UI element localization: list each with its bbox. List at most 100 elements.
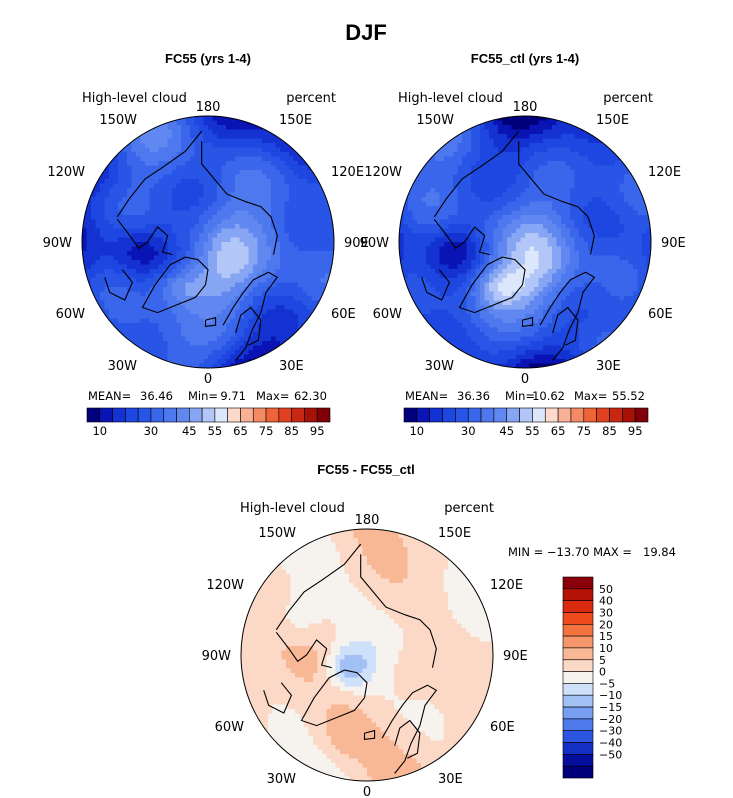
- contour-cell-fc55-ctl: [637, 255, 643, 261]
- contour-cell-fc55: [298, 300, 303, 306]
- contour-cell-fc55: [172, 300, 177, 306]
- contour-cell-fc55: [167, 125, 173, 130]
- contour-cell-fc55-ctl: [453, 246, 458, 252]
- contour-cell-fc55: [271, 318, 276, 324]
- contour-cell-fc55-ctl: [588, 152, 593, 157]
- contour-cell-fc55: [226, 287, 231, 292]
- contour-cell-fc55: [262, 147, 267, 153]
- contour-cell-fc55: [280, 345, 285, 351]
- contour-cell-fc55-ctl: [534, 260, 539, 265]
- contour-cell-fc55: [140, 255, 146, 261]
- contour-cell-fc55: [289, 201, 294, 207]
- contour-cell-fc55-ctl: [624, 264, 629, 270]
- contour-cell-fc55-ctl: [457, 282, 463, 288]
- contour-cell-fc55: [311, 183, 317, 189]
- contour-cell-fc55-ctl: [466, 134, 472, 139]
- contour-cell-fc55-ctl: [592, 242, 598, 247]
- contour-cell-fc55: [199, 206, 204, 211]
- contour-cell-fc55-ctl: [430, 264, 436, 270]
- contour-cell-fc55: [149, 332, 155, 337]
- contour-cell-fc55: [221, 125, 227, 130]
- contour-cell-fc55-ctl: [597, 183, 602, 189]
- contour-cell-fc55: [131, 246, 137, 252]
- contour-cell-fc55-ctl: [453, 242, 458, 247]
- contour-cell-fc55-ctl: [606, 219, 611, 225]
- contour-cell-fc55-ctl: [556, 300, 562, 306]
- contour-cell-fc55-ctl: [493, 264, 499, 270]
- contour-cell-fc55: [158, 246, 164, 252]
- contour-cell-fc55-ctl: [489, 183, 494, 189]
- contour-cell-fc55-ctl: [646, 278, 651, 283]
- contour-cell-fc55-ctl: [534, 255, 539, 261]
- contour-cell-fc55-ctl: [516, 174, 521, 180]
- contour-cell-fc55: [230, 300, 236, 306]
- contour-cell-fc55: [271, 170, 276, 175]
- contour-cell-fc55-ctl: [466, 314, 472, 319]
- contour-cell-fc55: [298, 282, 303, 288]
- contour-cell-fc55-ctl: [588, 269, 593, 274]
- contour-cell-fc55: [266, 147, 272, 153]
- contour-cell-fc55-ctl: [556, 323, 562, 328]
- contour-cell-fc55: [235, 305, 240, 310]
- contour-cell-fc55-ctl: [435, 291, 440, 297]
- contour-cell-fc55: [109, 206, 114, 211]
- contour-cell-fc55-ctl: [417, 215, 422, 220]
- contour-cell-fc55: [91, 242, 96, 247]
- contour-cell-fc55-ctl: [552, 179, 557, 184]
- contour-cell-fc55: [176, 161, 182, 166]
- mean-label: MEAN=: [88, 389, 131, 403]
- contour-cell-fc55: [230, 120, 236, 126]
- contour-cell-fc55: [113, 183, 119, 189]
- contour-cell-fc55-ctl: [552, 138, 557, 144]
- contour-cell-fc55-ctl: [475, 228, 481, 234]
- contour-cell-fc55: [244, 170, 249, 175]
- contour-cell-fc55: [109, 201, 114, 207]
- contour-cell-fc55: [239, 251, 245, 256]
- contour-cell-fc55-ctl: [637, 273, 643, 279]
- contour-cell-fc55: [167, 152, 173, 157]
- contour-cell-fc55-ctl: [547, 296, 553, 301]
- contour-cell-fc55-ctl: [561, 161, 566, 166]
- contour-cell-fc55-ctl: [628, 237, 634, 243]
- contour-cell-fc55-ctl: [421, 201, 427, 207]
- contour-cell-fc55-ctl: [457, 170, 463, 175]
- contour-cell-fc55-ctl: [606, 269, 611, 274]
- contour-cell-fc55: [239, 282, 245, 288]
- contour-cell-fc55: [194, 264, 200, 270]
- contour-cell-fc55: [329, 242, 334, 247]
- contour-cell-fc55: [307, 233, 312, 238]
- contour-cell-fc55: [163, 273, 168, 279]
- contour-cell-fc55: [298, 264, 303, 270]
- contour-cell-fc55: [140, 152, 146, 157]
- contour-cell-fc55: [145, 201, 150, 207]
- contour-cell-fc55: [239, 336, 245, 342]
- contour-cell-fc55: [226, 201, 231, 207]
- contour-cell-fc55-ctl: [543, 282, 548, 288]
- contour-cell-fc55-ctl: [538, 192, 544, 198]
- contour-cell-fc55: [109, 300, 114, 306]
- contour-cell-fc55-ctl: [556, 134, 562, 139]
- contour-cell-fc55-ctl: [498, 174, 503, 180]
- contour-cell-fc55: [262, 161, 267, 166]
- contour-cell-fc55-ctl: [408, 233, 413, 238]
- contour-cell-fc55: [208, 138, 213, 144]
- contour-cell-fc55: [262, 210, 267, 216]
- contour-cell-fc55: [131, 318, 137, 324]
- contour-cell-fc55-ctl: [471, 152, 476, 157]
- contour-cell-fc55-ctl: [457, 300, 463, 306]
- contour-cell-fc55: [194, 246, 200, 252]
- contour-cell-fc55: [311, 291, 317, 297]
- contour-cell-fc55-ctl: [601, 206, 607, 211]
- contour-cell-fc55: [302, 251, 308, 256]
- contour-cell-fc55: [266, 156, 272, 162]
- contour-cell-fc55-ctl: [538, 156, 544, 162]
- contour-cell-fc55: [257, 233, 263, 238]
- contour-cell-fc55-ctl: [502, 161, 508, 166]
- contour-cell-fc55-ctl: [543, 273, 548, 279]
- contour-cell-fc55: [145, 165, 150, 171]
- contour-cell-fc55: [181, 183, 186, 189]
- contour-cell-fc55: [181, 134, 186, 139]
- contour-cell-fc55-ctl: [502, 206, 508, 211]
- contour-cell-fc55-ctl: [583, 138, 589, 144]
- contour-cell-fc55-ctl: [484, 116, 490, 121]
